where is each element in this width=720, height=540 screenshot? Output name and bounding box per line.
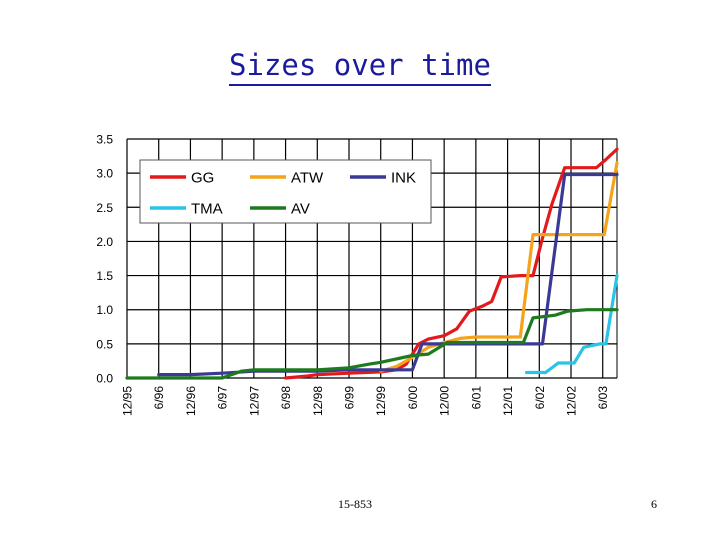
x-tick-label: 12/97 — [247, 386, 261, 416]
series-line-tma — [524, 274, 619, 375]
y-tick-label: 1.5 — [96, 269, 113, 283]
x-tick-label: 12/02 — [565, 386, 579, 416]
y-tick-label: 0.0 — [96, 372, 113, 386]
x-tick-label: 6/02 — [533, 386, 547, 410]
legend-label-ink: INK — [391, 170, 416, 187]
legend-box — [139, 159, 432, 224]
x-tick-label: 6/00 — [406, 386, 420, 410]
page-number: 6 — [651, 497, 657, 511]
x-tick-label: 12/96 — [184, 386, 198, 416]
x-tick-label: 6/96 — [152, 386, 166, 410]
legend-label-atw: ATW — [291, 170, 324, 187]
y-tick-label: 3.0 — [96, 167, 113, 181]
slide-title-text: Sizes over time — [229, 48, 491, 86]
footer-course: 15-853 — [338, 497, 372, 511]
y-tick-label: 0.5 — [96, 337, 113, 351]
x-tick-label: 6/03 — [596, 386, 610, 410]
y-tick-label: 3.5 — [96, 133, 113, 147]
y-tick-label: 2.0 — [96, 235, 113, 249]
x-tick-label: 12/98 — [311, 386, 325, 416]
x-tick-label: 6/99 — [343, 386, 357, 410]
y-tick-label: 1.0 — [96, 303, 113, 317]
legend-label-gg: GG — [191, 170, 214, 187]
x-tick-label: 6/98 — [279, 386, 293, 410]
x-tick-label: 6/97 — [216, 386, 230, 410]
legend-label-tma: TMA — [191, 201, 223, 218]
x-tick-label: 12/95 — [121, 386, 135, 416]
x-tick-label: 12/99 — [374, 386, 388, 416]
series-line-av — [125, 308, 619, 380]
slide-title: Sizes over time — [0, 48, 720, 86]
legend-label-av: AV — [291, 201, 310, 218]
series-line-gg — [284, 147, 619, 380]
y-tick-label: 2.5 — [96, 201, 113, 215]
x-tick-label: 6/01 — [469, 386, 483, 410]
x-tick-label: 12/01 — [501, 386, 515, 416]
x-tick-label: 12/00 — [438, 386, 452, 416]
